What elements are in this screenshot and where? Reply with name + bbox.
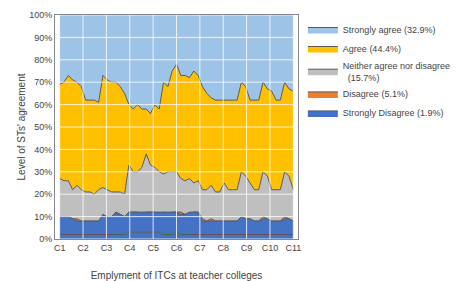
svg-text:80%: 80% bbox=[34, 55, 52, 65]
svg-text:30%: 30% bbox=[34, 167, 52, 177]
svg-text:C7: C7 bbox=[194, 243, 206, 253]
svg-text:40%: 40% bbox=[34, 145, 52, 155]
svg-text:100%: 100% bbox=[29, 10, 52, 20]
svg-text:10%: 10% bbox=[34, 212, 52, 222]
svg-text:Level of STs' agreement: Level of STs' agreement bbox=[16, 73, 27, 180]
svg-text:C5: C5 bbox=[147, 243, 159, 253]
svg-text:C10: C10 bbox=[262, 243, 279, 253]
svg-text:0%: 0% bbox=[39, 234, 52, 244]
svg-text:Neither agree nor disagree (1: Neither agree nor disagree (15.7%) bbox=[343, 61, 450, 83]
svg-text:90%: 90% bbox=[34, 33, 52, 43]
svg-text:C9: C9 bbox=[241, 243, 253, 253]
svg-text:Strongly agree (32.9%): Strongly agree (32.9%) bbox=[343, 25, 436, 35]
svg-text:C3: C3 bbox=[101, 243, 113, 253]
svg-text:Emplyment of ITCs at teacher c: Emplyment of ITCs at teacher colleges bbox=[91, 270, 263, 281]
svg-text:C11: C11 bbox=[285, 243, 301, 253]
svg-text:Disagree (5.1%): Disagree (5.1%) bbox=[343, 89, 408, 99]
svg-text:C8: C8 bbox=[217, 243, 229, 253]
svg-text:20%: 20% bbox=[34, 189, 52, 199]
svg-text:Agree (44.4%): Agree (44.4%) bbox=[343, 44, 401, 54]
svg-text:C6: C6 bbox=[171, 243, 183, 253]
svg-text:60%: 60% bbox=[34, 100, 52, 110]
svg-text:C2: C2 bbox=[77, 243, 89, 253]
svg-text:50%: 50% bbox=[34, 122, 52, 132]
svg-text:Strongly Disagree (1.9%): Strongly Disagree (1.9%) bbox=[343, 108, 444, 118]
svg-text:C1: C1 bbox=[54, 243, 66, 253]
svg-text:70%: 70% bbox=[34, 77, 52, 87]
svg-text:C4: C4 bbox=[124, 243, 136, 253]
